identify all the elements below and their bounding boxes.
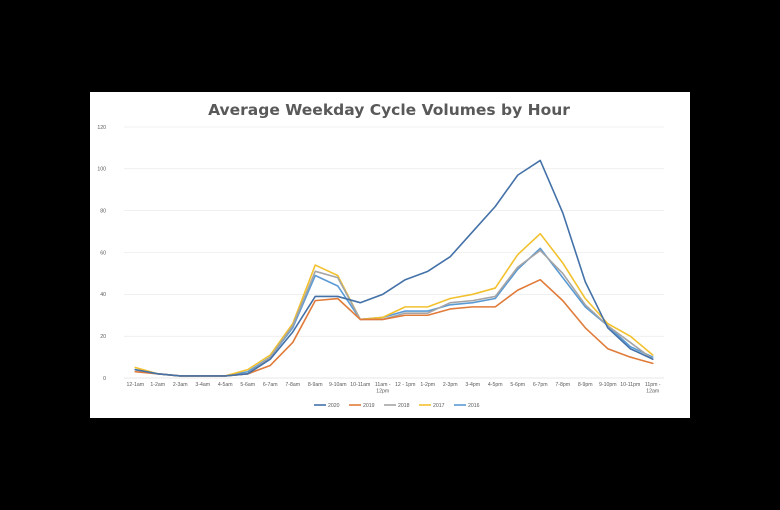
legend-item: 2016	[454, 403, 480, 409]
legend-item: 2019	[349, 403, 375, 409]
y-tick-label: 20	[100, 334, 106, 340]
x-tick-label: 3-4am	[195, 382, 210, 388]
x-tick-label: 1-2pm	[420, 382, 435, 388]
legend-item: 2020	[314, 403, 340, 409]
x-tick-label: 12 - 1pm	[395, 382, 415, 388]
series-lines	[134, 159, 654, 377]
x-tick-label: 9-10pm	[599, 382, 617, 388]
x-tick-label: 7-8am	[285, 382, 300, 388]
series-line-2017	[134, 232, 654, 377]
y-tick-label: 60	[100, 250, 106, 256]
y-tick-label: 120	[97, 125, 106, 131]
y-axis-ticks: 0 20 40 60 80 100 120	[97, 125, 106, 382]
legend-label: 2016	[468, 403, 480, 409]
x-tick-label: 12-1am	[126, 382, 144, 388]
x-tick-label: 5-6pm	[510, 382, 525, 388]
x-tick-label: 1-2am	[150, 382, 165, 388]
y-tick-label: 80	[100, 208, 106, 214]
x-tick-label: 11pm -	[645, 382, 661, 388]
series-line-2018	[134, 249, 654, 377]
y-tick-label: 100	[97, 167, 106, 173]
legend-item: 2018	[384, 403, 410, 409]
chart-panel: Average Weekday Cycle Volumes by Hour 0 2…	[90, 92, 690, 418]
x-tick-label: 6-7pm	[533, 382, 548, 388]
x-tick-label: 7-8pm	[555, 382, 570, 388]
legend-label: 2020	[328, 403, 340, 409]
x-tick-label: 4-5pm	[488, 382, 503, 388]
legend-label: 2018	[398, 403, 410, 409]
legend-label: 2017	[433, 403, 445, 409]
x-tick-label: 4-5am	[218, 382, 233, 388]
x-tick-label: 10-11pm	[620, 382, 640, 388]
y-tick-label: 40	[100, 292, 106, 298]
x-tick-label: 12pm	[376, 389, 389, 395]
chart-svg: Average Weekday Cycle Volumes by Hour 0 2…	[97, 101, 664, 409]
x-tick-label: 3-4pm	[465, 382, 480, 388]
x-axis-ticks: 12-1am 1-2am 2-3am 3-4am 4-5am 5-6am 6-7am 7-8a…	[126, 382, 660, 395]
x-tick-label: 5-6am	[240, 382, 255, 388]
legend: 2020 2019 2018 2017 2016	[314, 403, 480, 409]
x-tick-label: 8-9pm	[578, 382, 593, 388]
legend-item: 2017	[419, 403, 445, 409]
x-tick-label: 8-9am	[308, 382, 323, 388]
x-tick-label: 12am	[646, 389, 659, 395]
x-tick-label: 6-7am	[263, 382, 278, 388]
x-tick-label: 9-10am	[329, 382, 347, 388]
x-tick-label: 11am -	[375, 382, 391, 388]
gridlines	[124, 126, 664, 379]
chart-title: Average Weekday Cycle Volumes by Hour	[208, 101, 570, 119]
y-tick-label: 0	[103, 376, 106, 382]
x-tick-label: 2-3am	[173, 382, 188, 388]
series-line-2020	[134, 159, 654, 377]
x-tick-label: 2-3pm	[443, 382, 458, 388]
x-tick-label: 10-11am	[350, 382, 370, 388]
legend-label: 2019	[363, 403, 375, 409]
